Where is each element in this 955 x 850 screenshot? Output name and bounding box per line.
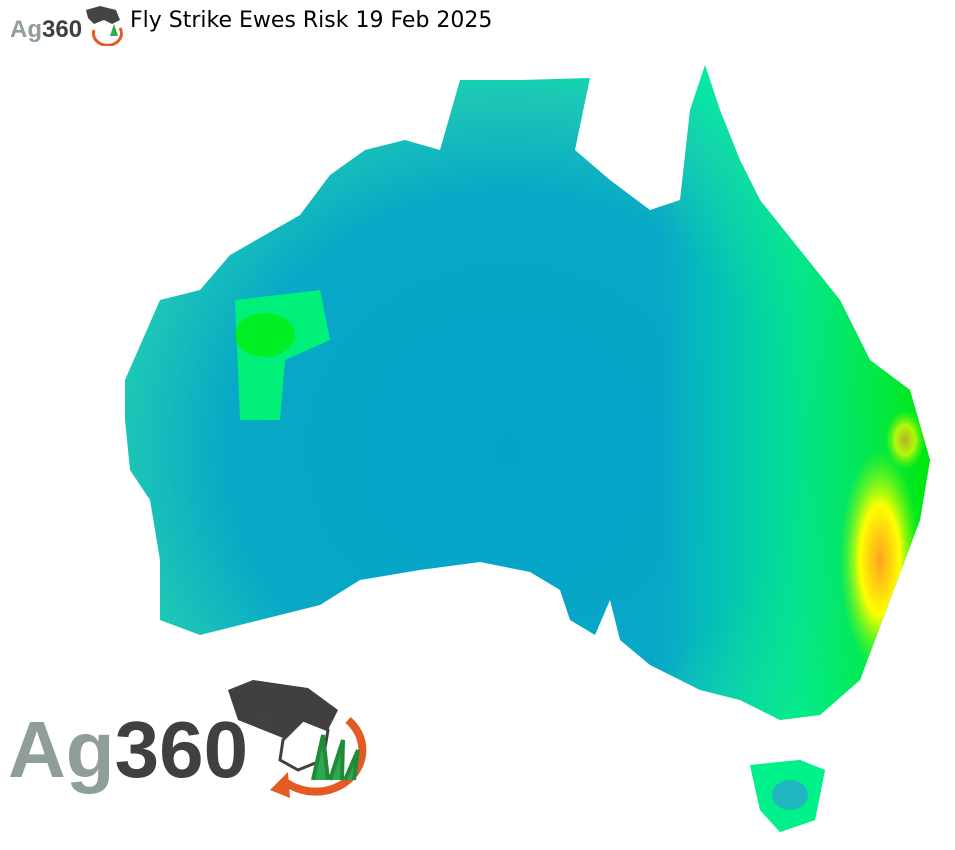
logo-text-360: 360 [42, 16, 83, 43]
ag360-logo-small: Ag360 [8, 2, 128, 46]
logo-text-360: 360 [114, 705, 249, 794]
logo-text-ag: Ag [10, 16, 42, 43]
ag360-logo-large: Ag360 ® [8, 680, 368, 810]
nsw-hotspot [840, 450, 920, 670]
tasmania-lowrisk [772, 780, 808, 810]
east-coast-high-risk [660, 65, 930, 760]
cow-icon [86, 6, 123, 46]
qld-hotspot [885, 410, 925, 470]
logo-text-ag: Ag [8, 705, 115, 794]
cow-sheep-icon [228, 680, 367, 798]
map-title: Fly Strike Ewes Risk 19 Feb 2025 [130, 8, 493, 33]
registered-mark: ® [260, 713, 272, 727]
pilbara-hotspot [235, 313, 295, 357]
